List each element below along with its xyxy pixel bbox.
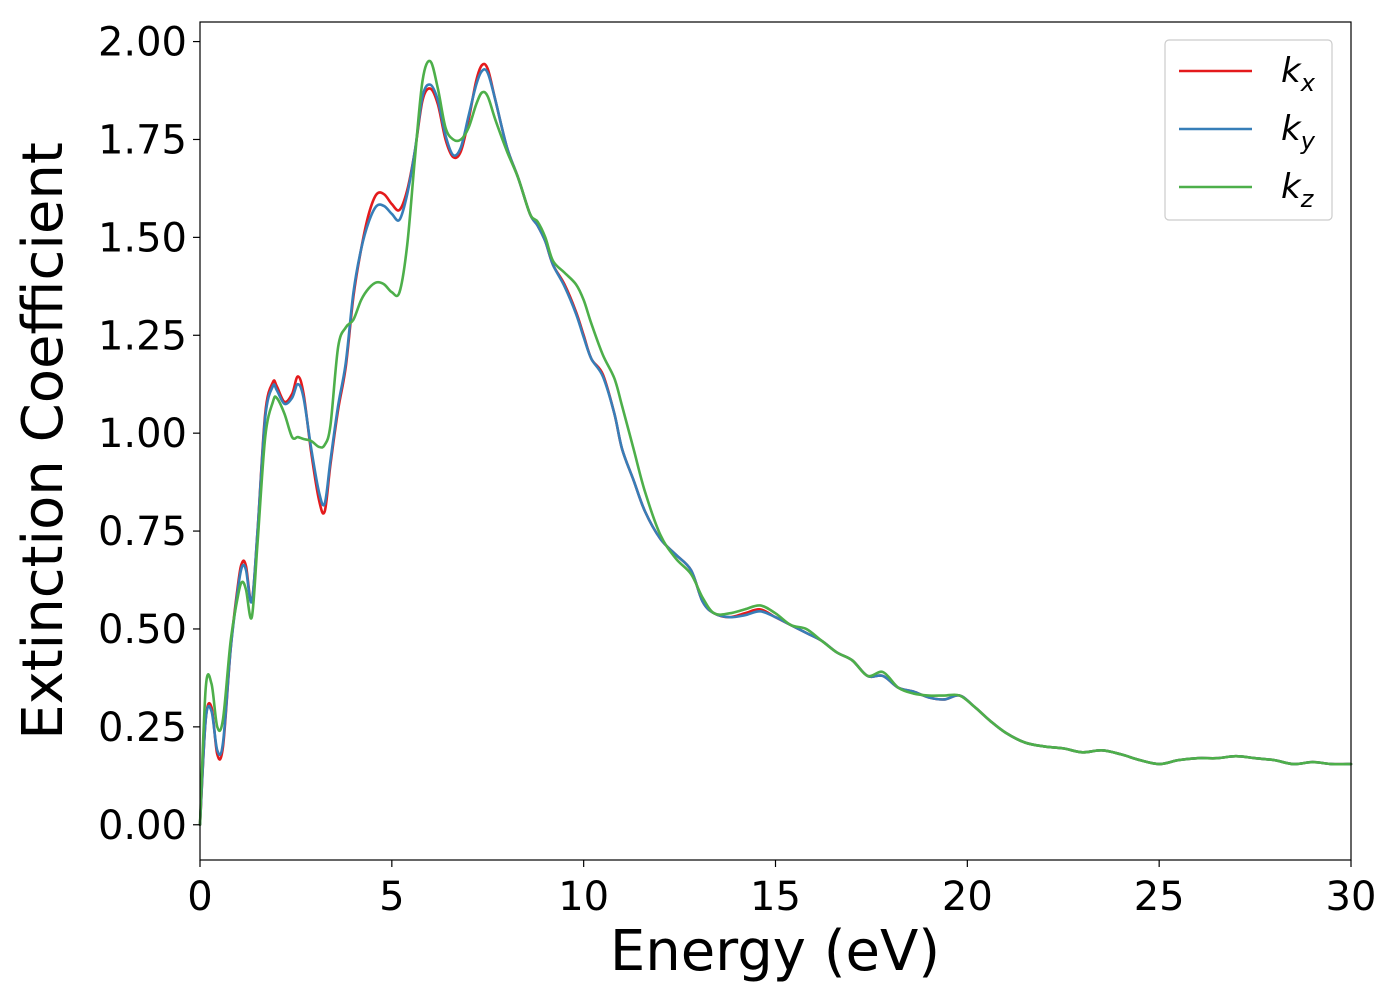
series-line-k-z <box>198 59 1353 827</box>
x-tick-label: 5 <box>379 874 404 920</box>
legend-label-k-z: kz <box>1281 167 1315 213</box>
x-tick-label: 20 <box>942 874 993 920</box>
plot-lines <box>198 59 1353 827</box>
y-axis-label: Extinction Coefficient <box>11 142 76 740</box>
y-tick-label: 0.75 <box>98 509 187 555</box>
legend-label-k-y: ky <box>1281 109 1316 155</box>
x-tick-label: 30 <box>1326 874 1377 920</box>
x-tick-label: 15 <box>750 874 801 920</box>
y-tick-label: 0.25 <box>98 705 187 751</box>
x-tick-label: 25 <box>1134 874 1185 920</box>
y-tick-label: 1.50 <box>98 215 187 261</box>
y-tick-label: 1.00 <box>98 411 187 457</box>
x-axis-label: Energy (eV) <box>610 919 940 984</box>
y-tick-label: 2.00 <box>98 20 187 66</box>
x-axis: 0 5 10 15 20 25 30 <box>187 860 1376 920</box>
legend-label-k-x: kx <box>1281 51 1316 97</box>
legend: kx ky kz <box>1164 39 1333 221</box>
x-tick-label: 10 <box>558 874 609 920</box>
y-axis: 0.00 0.25 0.50 0.75 1.00 1.25 1.50 1.75 2.00 <box>98 20 200 849</box>
x-tick-label: 0 <box>187 874 212 920</box>
y-tick-label: 0.50 <box>98 607 187 653</box>
y-tick-label: 1.75 <box>98 117 187 163</box>
y-tick-label: 0.00 <box>98 803 187 849</box>
y-tick-label: 1.25 <box>98 313 187 359</box>
